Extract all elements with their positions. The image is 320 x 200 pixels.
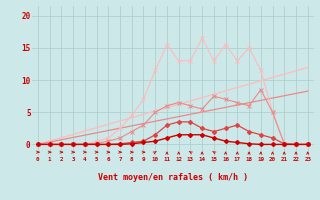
X-axis label: Vent moyen/en rafales ( km/h ): Vent moyen/en rafales ( km/h ) [98,174,248,182]
